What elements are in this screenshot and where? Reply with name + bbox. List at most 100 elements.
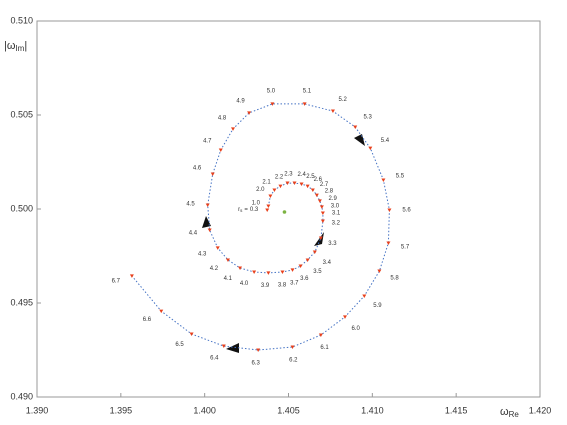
marker xyxy=(353,125,358,130)
marker xyxy=(381,178,386,183)
marker xyxy=(278,184,283,189)
point-label: 5.0 xyxy=(267,89,276,95)
marker xyxy=(310,188,315,193)
point-label: 2.3 xyxy=(284,172,293,178)
x-tick-label: 1.400 xyxy=(193,405,216,415)
x-tick-label: 1.405 xyxy=(277,405,300,415)
label-relation: = xyxy=(244,206,248,212)
label-value: 0.3 xyxy=(250,206,259,212)
marker xyxy=(272,188,277,193)
point-label: 4.3 xyxy=(198,252,207,258)
point-label: 3.0 xyxy=(331,203,340,209)
marker xyxy=(252,270,257,274)
x-tick-label: 1.410 xyxy=(361,405,384,415)
arrow xyxy=(226,343,239,353)
marker xyxy=(231,127,236,131)
x-tick-label: 1.390 xyxy=(26,405,49,415)
point-label: 4.5 xyxy=(186,201,195,207)
arrow xyxy=(202,216,211,228)
point-label: 3.9 xyxy=(261,283,270,289)
point-label: 6.1 xyxy=(320,345,329,351)
point-label: rs = 0.3 xyxy=(238,206,259,213)
point-label: 3.5 xyxy=(313,269,322,275)
x-label-subscript: Re xyxy=(509,410,520,419)
point-label: 4.4 xyxy=(189,231,198,237)
point-label: 2.2 xyxy=(275,175,284,181)
point-label: 5.2 xyxy=(339,97,348,103)
point-label: 1.0 xyxy=(252,200,261,206)
point-label: 3.1 xyxy=(332,211,341,217)
marker xyxy=(280,270,285,274)
marker xyxy=(159,309,164,314)
marker xyxy=(292,181,297,186)
arrow xyxy=(354,134,365,146)
point-label: 4.7 xyxy=(203,138,212,144)
marker xyxy=(386,241,391,246)
marker xyxy=(302,102,307,106)
point-label: 6.3 xyxy=(252,360,261,366)
point-label: 3.6 xyxy=(300,276,309,282)
y-label-close: | xyxy=(24,40,27,52)
label-subscript: s xyxy=(240,208,243,213)
label-symbol: r xyxy=(238,206,240,212)
marker xyxy=(205,203,210,208)
point-label: 4.0 xyxy=(240,281,249,287)
marker xyxy=(314,193,319,198)
point-label: 4.9 xyxy=(236,98,245,104)
point-label: 6.4 xyxy=(210,355,219,361)
marker xyxy=(318,333,323,337)
marker xyxy=(225,258,230,262)
point-label: 2.7 xyxy=(320,182,329,188)
center-point xyxy=(282,210,287,214)
marker xyxy=(207,228,212,233)
x-tick-label: 1.420 xyxy=(529,405,552,415)
point-label: 2.5 xyxy=(306,174,315,180)
y-tick-label: 0.495 xyxy=(10,297,33,307)
marker xyxy=(387,208,392,212)
x-tick-label: 1.395 xyxy=(110,405,133,415)
y-tick-label: 0.490 xyxy=(10,391,33,401)
direction-arrows xyxy=(202,134,365,353)
marker xyxy=(238,266,243,271)
y-tick-label: 0.505 xyxy=(10,109,33,119)
marker xyxy=(270,102,275,106)
marker xyxy=(221,344,226,349)
point-label: 2.6 xyxy=(314,177,323,183)
point-label: 5.7 xyxy=(401,244,410,250)
point-label: 5.1 xyxy=(303,89,312,95)
point-label: 4.6 xyxy=(193,166,202,172)
marker xyxy=(290,345,295,349)
marker xyxy=(129,274,134,278)
marker xyxy=(312,250,317,255)
point-label: 2.0 xyxy=(256,187,265,193)
point-label: 2.8 xyxy=(325,188,334,194)
point-label: 3.8 xyxy=(278,283,287,289)
marker xyxy=(210,172,215,177)
point-label: 5.3 xyxy=(364,115,373,121)
marker xyxy=(189,332,194,337)
point-label: 6.5 xyxy=(175,342,184,348)
marker xyxy=(305,184,310,189)
x-tick-label: 1.415 xyxy=(445,405,468,415)
point-label: 5.5 xyxy=(396,174,405,180)
point-label: 5.8 xyxy=(390,275,399,281)
marker xyxy=(377,269,382,274)
marker xyxy=(215,246,220,250)
marker xyxy=(320,219,325,224)
point-label: 2.4 xyxy=(297,172,306,178)
point-label: 3.2 xyxy=(332,221,341,227)
marker xyxy=(285,181,290,186)
marker xyxy=(247,111,252,115)
point-label: 4.2 xyxy=(210,266,219,272)
marker xyxy=(290,268,295,272)
marker xyxy=(299,182,304,186)
point-label: 4.1 xyxy=(224,276,233,282)
marker xyxy=(265,208,270,212)
point-label: 3.7 xyxy=(290,280,299,286)
plot-frame xyxy=(36,20,541,398)
marker xyxy=(319,205,324,209)
point-label: 4.8 xyxy=(218,115,227,121)
point-label: 2.1 xyxy=(262,179,271,185)
point-label: 6.7 xyxy=(112,279,121,285)
y-tick-label: 0.510 xyxy=(10,15,33,25)
